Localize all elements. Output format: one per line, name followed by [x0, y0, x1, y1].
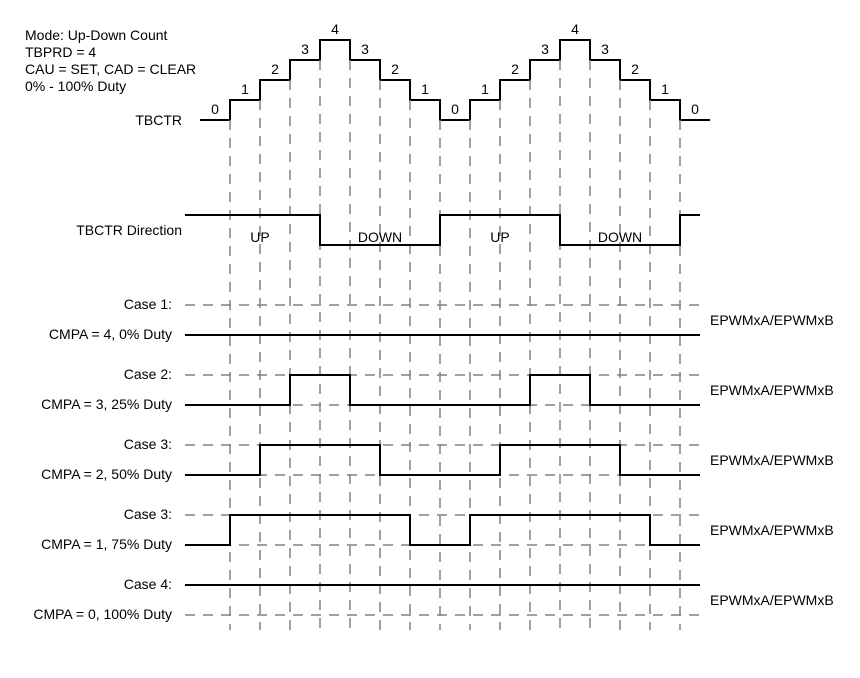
counter-value-label: 3 [601, 41, 609, 57]
output-label: EPWMxA/EPWMxB [710, 312, 834, 328]
counter-value-label: 0 [451, 101, 459, 117]
mode-line: TBPRD = 4 [25, 44, 96, 60]
case-title: Case 3: [124, 436, 172, 452]
counter-value-label: 2 [511, 61, 519, 77]
output-label: EPWMxA/EPWMxB [710, 592, 834, 608]
case-title: Case 2: [124, 366, 172, 382]
direction-label: TBCTR Direction [76, 222, 182, 238]
mode-line: 0% - 100% Duty [25, 78, 126, 94]
counter-value-label: 1 [481, 81, 489, 97]
pwm-waveform [185, 375, 700, 405]
case-title: Case 3: [124, 506, 172, 522]
direction-phase-label: DOWN [358, 229, 402, 245]
counter-value-label: 3 [301, 41, 309, 57]
case-subtitle: CMPA = 4, 0% Duty [49, 326, 172, 342]
counter-value-label: 0 [691, 101, 699, 117]
counter-value-label: 1 [241, 81, 249, 97]
counter-value-label: 1 [661, 81, 669, 97]
case-subtitle: CMPA = 1, 75% Duty [41, 536, 172, 552]
output-label: EPWMxA/EPWMxB [710, 452, 834, 468]
pwm-waveform [185, 445, 700, 475]
direction-phase-label: DOWN [598, 229, 642, 245]
output-label: EPWMxA/EPWMxB [710, 522, 834, 538]
counter-value-label: 2 [631, 61, 639, 77]
mode-line: CAU = SET, CAD = CLEAR [25, 61, 196, 77]
counter-value-label: 3 [361, 41, 369, 57]
direction-phase-label: UP [490, 229, 509, 245]
tbctr-label: TBCTR [135, 112, 182, 128]
case-subtitle: CMPA = 0, 100% Duty [33, 606, 172, 622]
case-title: Case 1: [124, 296, 172, 312]
counter-value-label: 2 [391, 61, 399, 77]
direction-phase-label: UP [250, 229, 269, 245]
counter-value-label: 2 [271, 61, 279, 77]
counter-value-label: 4 [331, 21, 339, 37]
case-title: Case 4: [124, 576, 172, 592]
counter-value-label: 1 [421, 81, 429, 97]
output-label: EPWMxA/EPWMxB [710, 382, 834, 398]
pwm-waveform [185, 515, 700, 545]
counter-value-label: 4 [571, 21, 579, 37]
mode-line: Mode: Up-Down Count [25, 27, 168, 43]
case-subtitle: CMPA = 3, 25% Duty [41, 396, 172, 412]
counter-value-label: 3 [541, 41, 549, 57]
case-subtitle: CMPA = 2, 50% Duty [41, 466, 172, 482]
counter-value-label: 0 [211, 101, 219, 117]
